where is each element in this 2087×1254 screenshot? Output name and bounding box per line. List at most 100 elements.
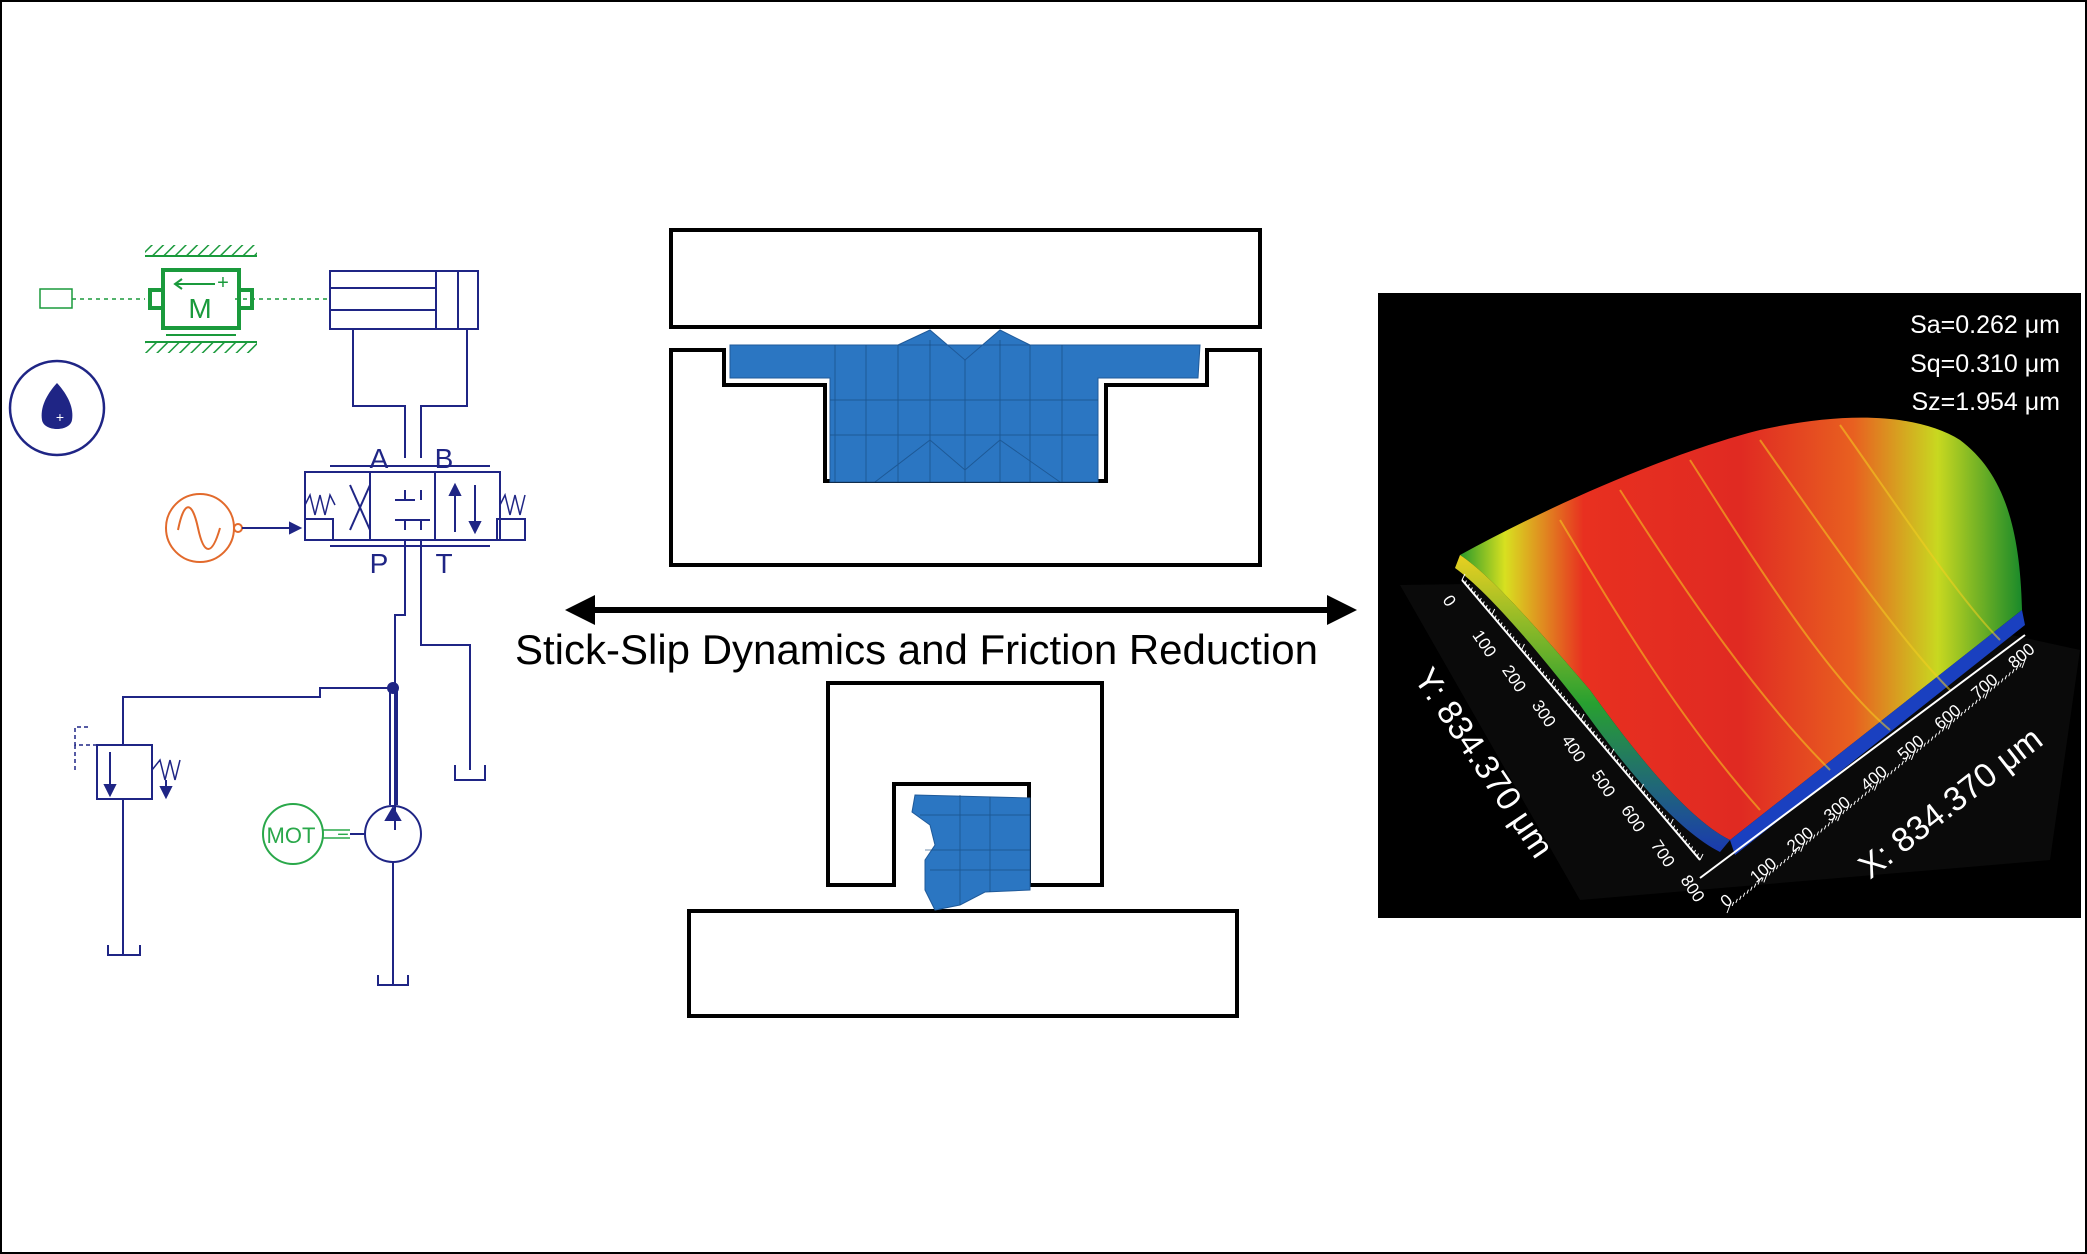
axis-tick-mark (1467, 583, 1470, 588)
axis-tick-mark (1960, 711, 1963, 717)
axis-tick-mark (1598, 737, 1601, 742)
axis-tick-mark (1497, 618, 1500, 623)
x-axis-line (1699, 634, 2026, 879)
axis-tick-mark (1846, 806, 1849, 812)
axis-tick-mark (1625, 769, 1628, 773)
relief-valve-icon (74, 726, 181, 800)
axis-tick-mark (1592, 730, 1595, 735)
axis-tick-mark (1464, 580, 1467, 584)
axis-tick-mark (1868, 788, 1871, 793)
axis-tick-mark (2021, 659, 2026, 669)
axis-tick-mark (1978, 696, 1982, 701)
axis-tick-mark (2004, 675, 2008, 680)
axis-tick-mark (1595, 734, 1598, 738)
axis-tick-mark (1934, 733, 1937, 738)
roughness-sz: Sz=1.954 μm (1911, 388, 2060, 416)
axis-tick-mark (1681, 835, 1685, 840)
tank-icon (377, 975, 409, 986)
port-p-label: P (370, 548, 389, 579)
axis-tick-mark (1657, 807, 1661, 812)
axis-tick-mark (2015, 665, 2019, 671)
axis-tick-mark (1470, 587, 1473, 591)
axis-tick-mark (1509, 632, 1512, 637)
motor-sign: − (337, 824, 349, 846)
axis-tick-mark (1982, 693, 1985, 698)
axis-tick-mark (1601, 741, 1604, 745)
axis-tick-mark (1678, 832, 1682, 836)
axis-tick-mark (1488, 608, 1491, 612)
axis-tick-mark (1798, 846, 1801, 851)
axis-tick-mark (1562, 695, 1566, 700)
axis-tick-mark (1494, 615, 1497, 619)
axis-tick-mark (1831, 819, 1834, 824)
axis-tick-mark (1834, 816, 1838, 821)
axis-tick-mark (1731, 901, 1735, 907)
axis-tick-mark (1827, 822, 1831, 827)
axis-tick-mark (1503, 625, 1506, 630)
axis-tick-mark (1927, 739, 1930, 744)
topography-streaks (1559, 424, 2001, 811)
axis-tick-mark (1515, 639, 1518, 644)
axis-tick-mark (1541, 671, 1545, 675)
axis-tick-mark (1696, 853, 1699, 857)
axis-tick-mark (1794, 849, 1797, 855)
oil-drop-plus: + (56, 409, 64, 425)
axis-tick-mark (1616, 758, 1619, 763)
axis-tick-mark (1544, 674, 1548, 679)
top-housing (669, 348, 1262, 567)
axis-tick-mark (1923, 742, 1926, 747)
axis-tick-mark (1527, 653, 1530, 658)
axis-tick-mark (1746, 889, 1749, 894)
axis-tick-mark (1571, 706, 1575, 710)
axis-tick-mark (1660, 811, 1664, 815)
mass-plus-sign: + (217, 272, 229, 294)
axis-tick-mark (1812, 834, 1816, 839)
port-a-label: A (370, 443, 389, 474)
axis-tick-mark (1938, 730, 1941, 735)
axis-tick-mark (1535, 664, 1539, 668)
directional-valve-icon (304, 465, 526, 547)
axis-tick-mark (1886, 773, 1890, 778)
axis-tick-mark (1637, 783, 1640, 787)
axis-tick-mark (1675, 828, 1679, 833)
axis-tick-mark (1735, 898, 1738, 904)
axis-tick-mark (1628, 772, 1631, 777)
bottom-seal-icon (911, 794, 1031, 911)
axis-tick-mark (1574, 709, 1577, 714)
axis-tick-mark (1971, 702, 1974, 708)
axis-tick-mark (1882, 776, 1886, 781)
tank-icon (107, 945, 141, 956)
axis-tick-mark (1532, 660, 1536, 665)
axis-tick-mark (1857, 797, 1860, 802)
axis-tick-mark (1800, 843, 1805, 852)
axis-tick-mark (1669, 818, 1674, 826)
axis-tick-mark (1666, 818, 1670, 822)
axis-tick-mark (1672, 825, 1676, 829)
port-t-label: T (435, 548, 452, 579)
axis-tick-mark (1879, 779, 1882, 784)
tank-icon (454, 765, 486, 781)
axis-tick-mark (1619, 762, 1622, 766)
bottom-rod-plate (687, 909, 1239, 1018)
axis-tick-mark (1916, 748, 1919, 753)
axis-tick-mark (1651, 800, 1655, 805)
motor-icon (262, 803, 350, 865)
axis-tick-mark (1956, 714, 1960, 720)
axis-tick-mark (1849, 803, 1853, 809)
axis-tick-mark (1512, 636, 1515, 640)
axis-tick-mark (1947, 721, 1952, 730)
hydraulic-cylinder-icon (329, 270, 479, 330)
line-t (420, 540, 471, 770)
axis-tick-mark (1787, 855, 1790, 861)
axis-tick-mark (1772, 868, 1775, 873)
axis-tick-mark (1761, 877, 1764, 882)
roughness-sq: Sq=0.310 μm (1910, 350, 2060, 378)
seal-top-assembly (669, 228, 1262, 567)
axis-tick-mark (1622, 765, 1625, 770)
axis-tick-mark (1897, 763, 1901, 769)
axis-tick-mark (1690, 846, 1694, 850)
axis-tick-mark (1654, 804, 1658, 808)
axis-tick-mark (1565, 699, 1569, 703)
axis-tick-mark (1613, 755, 1616, 759)
